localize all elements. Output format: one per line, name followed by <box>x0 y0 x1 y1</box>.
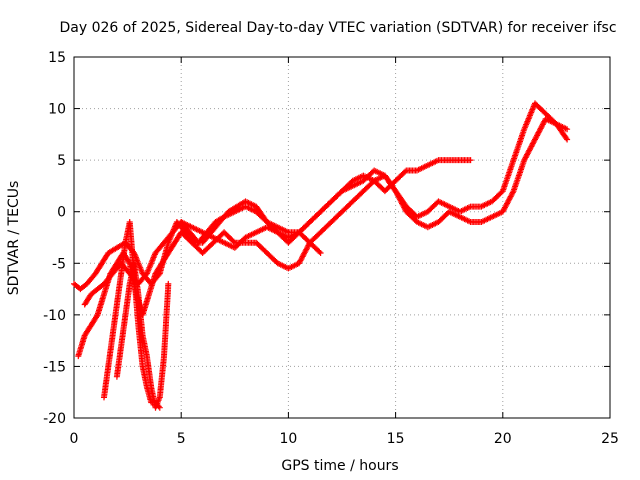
x-tick-label: 5 <box>177 431 186 447</box>
x-tick-label: 25 <box>601 431 619 447</box>
data-point <box>532 135 539 142</box>
x-tick-label: 10 <box>279 431 297 447</box>
data-point <box>538 124 545 131</box>
x-axis-label: GPS time / hours <box>281 458 398 474</box>
y-tick-label: -5 <box>52 256 66 272</box>
y-tick-label: 5 <box>57 153 66 169</box>
y-tick-label: -10 <box>43 308 66 324</box>
data-point <box>316 248 323 255</box>
data-points <box>71 100 571 411</box>
data-point <box>402 168 409 175</box>
data-point <box>563 135 570 142</box>
y-axis-label: SDTVAR / TECUs <box>6 181 22 296</box>
data-point <box>93 313 100 320</box>
plot-frame <box>73 56 611 419</box>
data-point <box>230 238 237 245</box>
x-tick-label: 15 <box>387 431 405 447</box>
x-tick-label: 20 <box>494 431 512 447</box>
data-point <box>467 157 474 164</box>
y-tick-label: -20 <box>43 411 66 427</box>
chart-title: Day 026 of 2025, Sidereal Day-to-day VTE… <box>59 20 616 36</box>
y-tick-label: -15 <box>43 359 66 375</box>
y-tick-label: 15 <box>48 50 66 66</box>
data-point <box>165 280 172 287</box>
y-tick-label: 10 <box>48 102 66 118</box>
y-tick-label: 0 <box>57 205 66 221</box>
data-point <box>564 136 571 143</box>
data-point <box>317 250 324 256</box>
x-tick-label: 0 <box>70 431 79 447</box>
axis-ticks: 0 5 10 15 20 25 -20 -15 -10 -5 0 5 10 15 <box>43 50 619 447</box>
data-point <box>564 126 571 133</box>
